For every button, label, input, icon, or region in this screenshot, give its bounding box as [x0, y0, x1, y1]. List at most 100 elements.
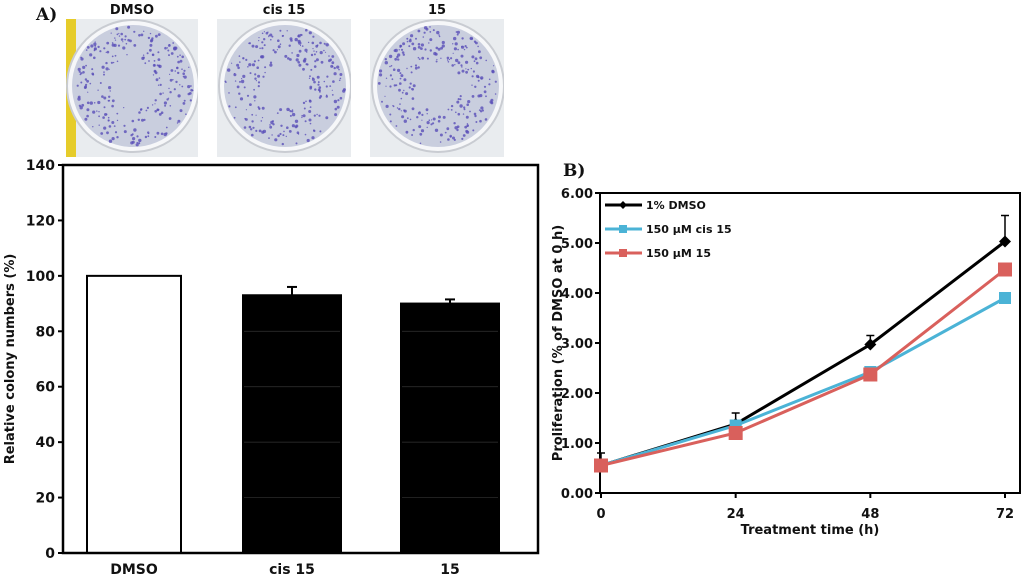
colony	[379, 73, 383, 77]
colony	[437, 119, 441, 123]
colony	[426, 126, 428, 129]
colony	[432, 29, 435, 32]
colony	[177, 94, 181, 98]
colony	[306, 51, 308, 53]
colony	[110, 32, 112, 34]
colony	[334, 107, 338, 111]
colony	[248, 42, 251, 45]
colony	[455, 31, 458, 33]
colony	[457, 71, 461, 75]
colony	[253, 88, 256, 91]
colony	[132, 137, 136, 141]
colony	[111, 121, 115, 124]
colony	[82, 65, 86, 69]
petri-dish-photo	[66, 19, 198, 157]
colony	[269, 61, 273, 64]
colony	[274, 50, 277, 54]
colony	[277, 45, 281, 49]
colony	[313, 50, 315, 52]
colony	[126, 54, 128, 56]
colony	[454, 63, 456, 66]
colony	[296, 53, 300, 58]
colony	[242, 74, 246, 78]
colony	[245, 109, 247, 111]
colony	[417, 45, 421, 49]
colony	[155, 34, 158, 38]
colony	[439, 141, 442, 143]
y-tick-label: 0.00	[561, 487, 593, 502]
colony	[414, 66, 418, 70]
data-point	[998, 262, 1012, 277]
colony	[389, 113, 392, 116]
colony	[103, 96, 107, 100]
dish-well	[224, 25, 346, 147]
colony	[395, 84, 398, 87]
colony	[176, 122, 179, 124]
colony	[92, 126, 94, 128]
colony	[403, 109, 406, 112]
colony	[154, 110, 157, 113]
colony	[309, 106, 312, 108]
colony	[111, 99, 115, 103]
colony	[318, 86, 322, 89]
colony	[417, 66, 420, 69]
colony	[279, 132, 282, 136]
colony	[399, 77, 402, 80]
colony	[77, 97, 81, 101]
colony	[409, 118, 412, 121]
x-tick-label: 48	[861, 507, 879, 522]
colony	[417, 111, 421, 115]
colony	[410, 71, 413, 74]
colony	[477, 79, 480, 82]
colony	[108, 119, 110, 122]
colony	[401, 91, 404, 94]
colony	[257, 81, 261, 84]
colony	[459, 104, 463, 108]
petri-dish-photo	[217, 19, 351, 157]
colony	[396, 55, 399, 59]
colony	[392, 105, 395, 108]
colony	[389, 65, 391, 68]
colony	[319, 130, 322, 133]
colony	[263, 44, 266, 47]
colony	[101, 65, 105, 69]
colony	[98, 111, 100, 113]
colony	[405, 130, 409, 134]
colony	[153, 60, 156, 62]
colony	[239, 97, 244, 101]
colony	[450, 109, 453, 111]
series-line	[600, 240, 1006, 467]
colony	[457, 48, 459, 51]
colony	[471, 95, 475, 98]
colony	[136, 135, 139, 138]
colony	[152, 74, 155, 76]
colony	[310, 53, 314, 57]
colony	[255, 80, 257, 82]
colony	[151, 37, 154, 40]
colony	[479, 119, 482, 123]
colony	[494, 93, 497, 95]
colony	[157, 58, 161, 61]
colony	[323, 42, 326, 45]
colony	[295, 142, 298, 145]
colony	[453, 122, 456, 125]
colony	[98, 115, 100, 118]
colony	[111, 43, 115, 47]
colony	[279, 108, 283, 112]
colony	[188, 92, 192, 95]
colony	[113, 125, 116, 127]
colony	[93, 102, 96, 104]
colony	[472, 70, 475, 73]
colony	[114, 131, 118, 134]
colony	[291, 112, 296, 117]
colony	[91, 72, 94, 76]
colony	[239, 61, 241, 63]
colony	[179, 59, 183, 63]
colony	[157, 84, 160, 86]
colony	[170, 69, 174, 72]
colony	[462, 134, 466, 137]
colony	[428, 119, 431, 121]
data-point	[999, 292, 1011, 304]
colony	[85, 64, 87, 67]
colony	[83, 86, 87, 89]
